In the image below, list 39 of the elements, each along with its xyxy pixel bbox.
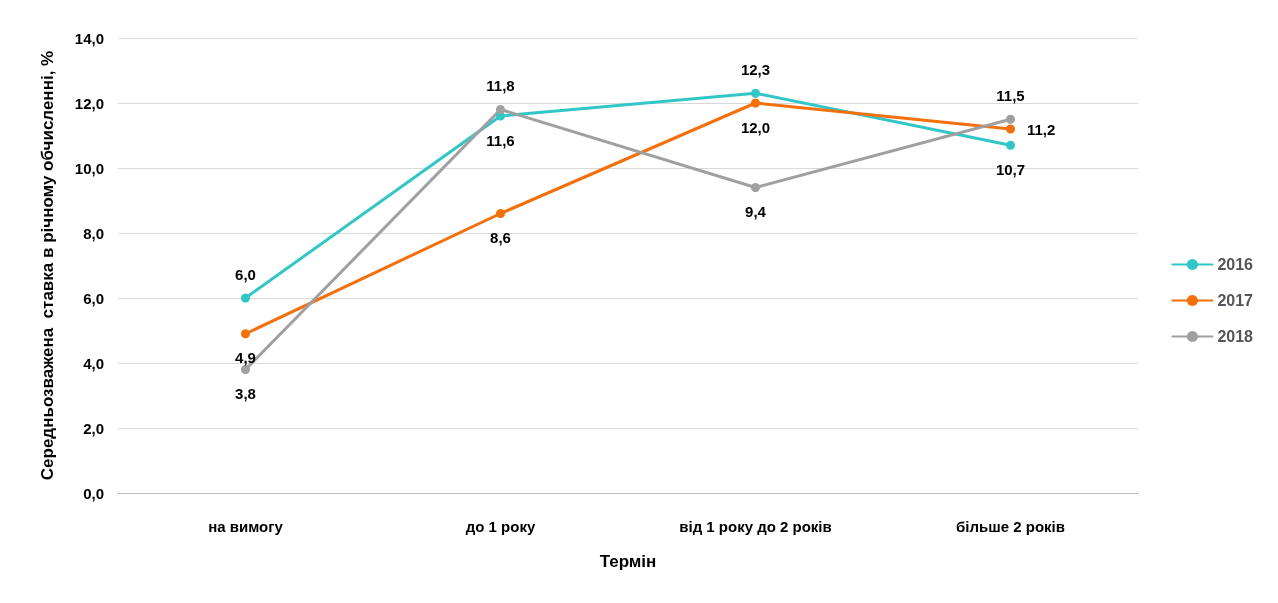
point	[1006, 114, 1015, 124]
data-label: 11,6	[486, 131, 515, 149]
point	[496, 209, 505, 218]
point	[241, 329, 250, 339]
data-label: 11,5	[996, 86, 1025, 104]
data-label: 12,0	[740, 118, 771, 136]
y-tick-label: 14,0	[74, 29, 104, 47]
y-tick-label: 10,0	[74, 159, 104, 177]
data-label: 9,4	[745, 203, 767, 220]
y-axis-title: Середньозважена ставка в річному обчисленні, %	[37, 50, 57, 481]
data-label: 11,8	[486, 77, 515, 94]
data-label: 12,3	[740, 60, 771, 78]
data-label: 3,8	[235, 385, 256, 402]
point	[751, 88, 760, 98]
point	[241, 293, 250, 303]
x-tick-label: від 1 року до 2 років	[679, 518, 832, 535]
legend-label: 2016	[1217, 256, 1254, 273]
y-tick-label: 8,0	[83, 224, 104, 242]
x-tick-label: більше 2 років	[956, 518, 1065, 535]
point	[751, 98, 760, 108]
point	[496, 105, 505, 114]
data-label: 6,0	[235, 265, 256, 283]
point	[1006, 140, 1015, 150]
y-tick-label: 2,0	[83, 419, 104, 437]
x-axis-title: Термін	[599, 552, 657, 571]
legend-label: 2018	[1217, 328, 1254, 345]
data-label: 11,2	[1027, 120, 1056, 138]
data-label: 10,7	[995, 160, 1026, 178]
x-tick-label: до 1 року	[465, 518, 536, 535]
point	[751, 183, 760, 192]
y-tick-label: 6,0	[83, 289, 104, 307]
y-tick-label: 0,0	[83, 484, 104, 502]
y-tick-label: 12,0	[74, 94, 104, 112]
x-tick-label: на вимогу	[208, 518, 284, 535]
y-tick-label: 4,0	[83, 354, 104, 372]
data-label: 4,9	[235, 349, 256, 367]
data-label: 8,6	[490, 229, 511, 246]
legend-label: 2017	[1217, 292, 1254, 309]
point	[1006, 124, 1015, 134]
